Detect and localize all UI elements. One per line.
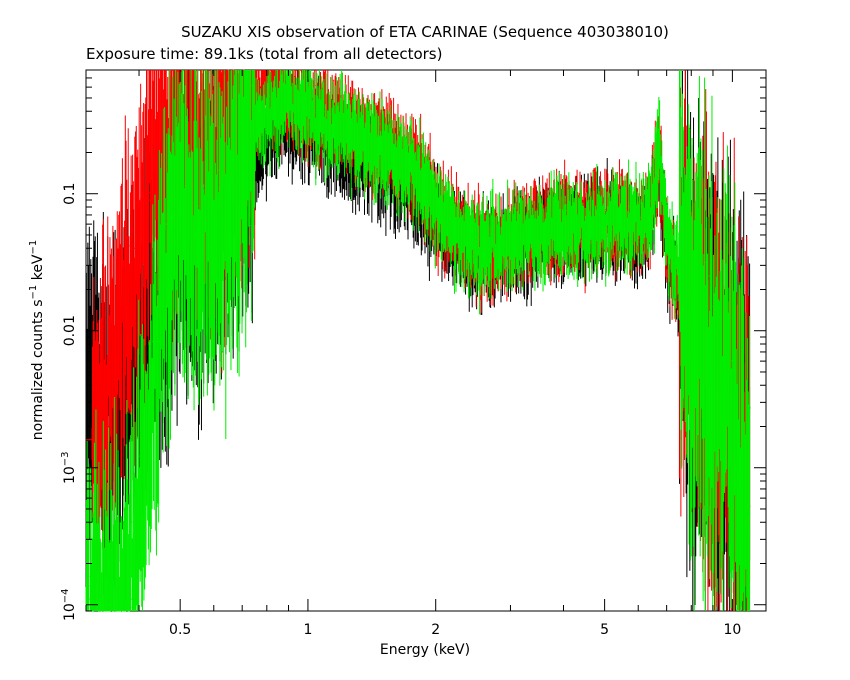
data-layer bbox=[85, 69, 751, 612]
chart-title: SUZAKU XIS observation of ETA CARINAE (S… bbox=[181, 23, 669, 41]
chart-subtitle: Exposure time: 89.1ks (total from all de… bbox=[86, 45, 442, 63]
series-2 bbox=[85, 70, 751, 612]
